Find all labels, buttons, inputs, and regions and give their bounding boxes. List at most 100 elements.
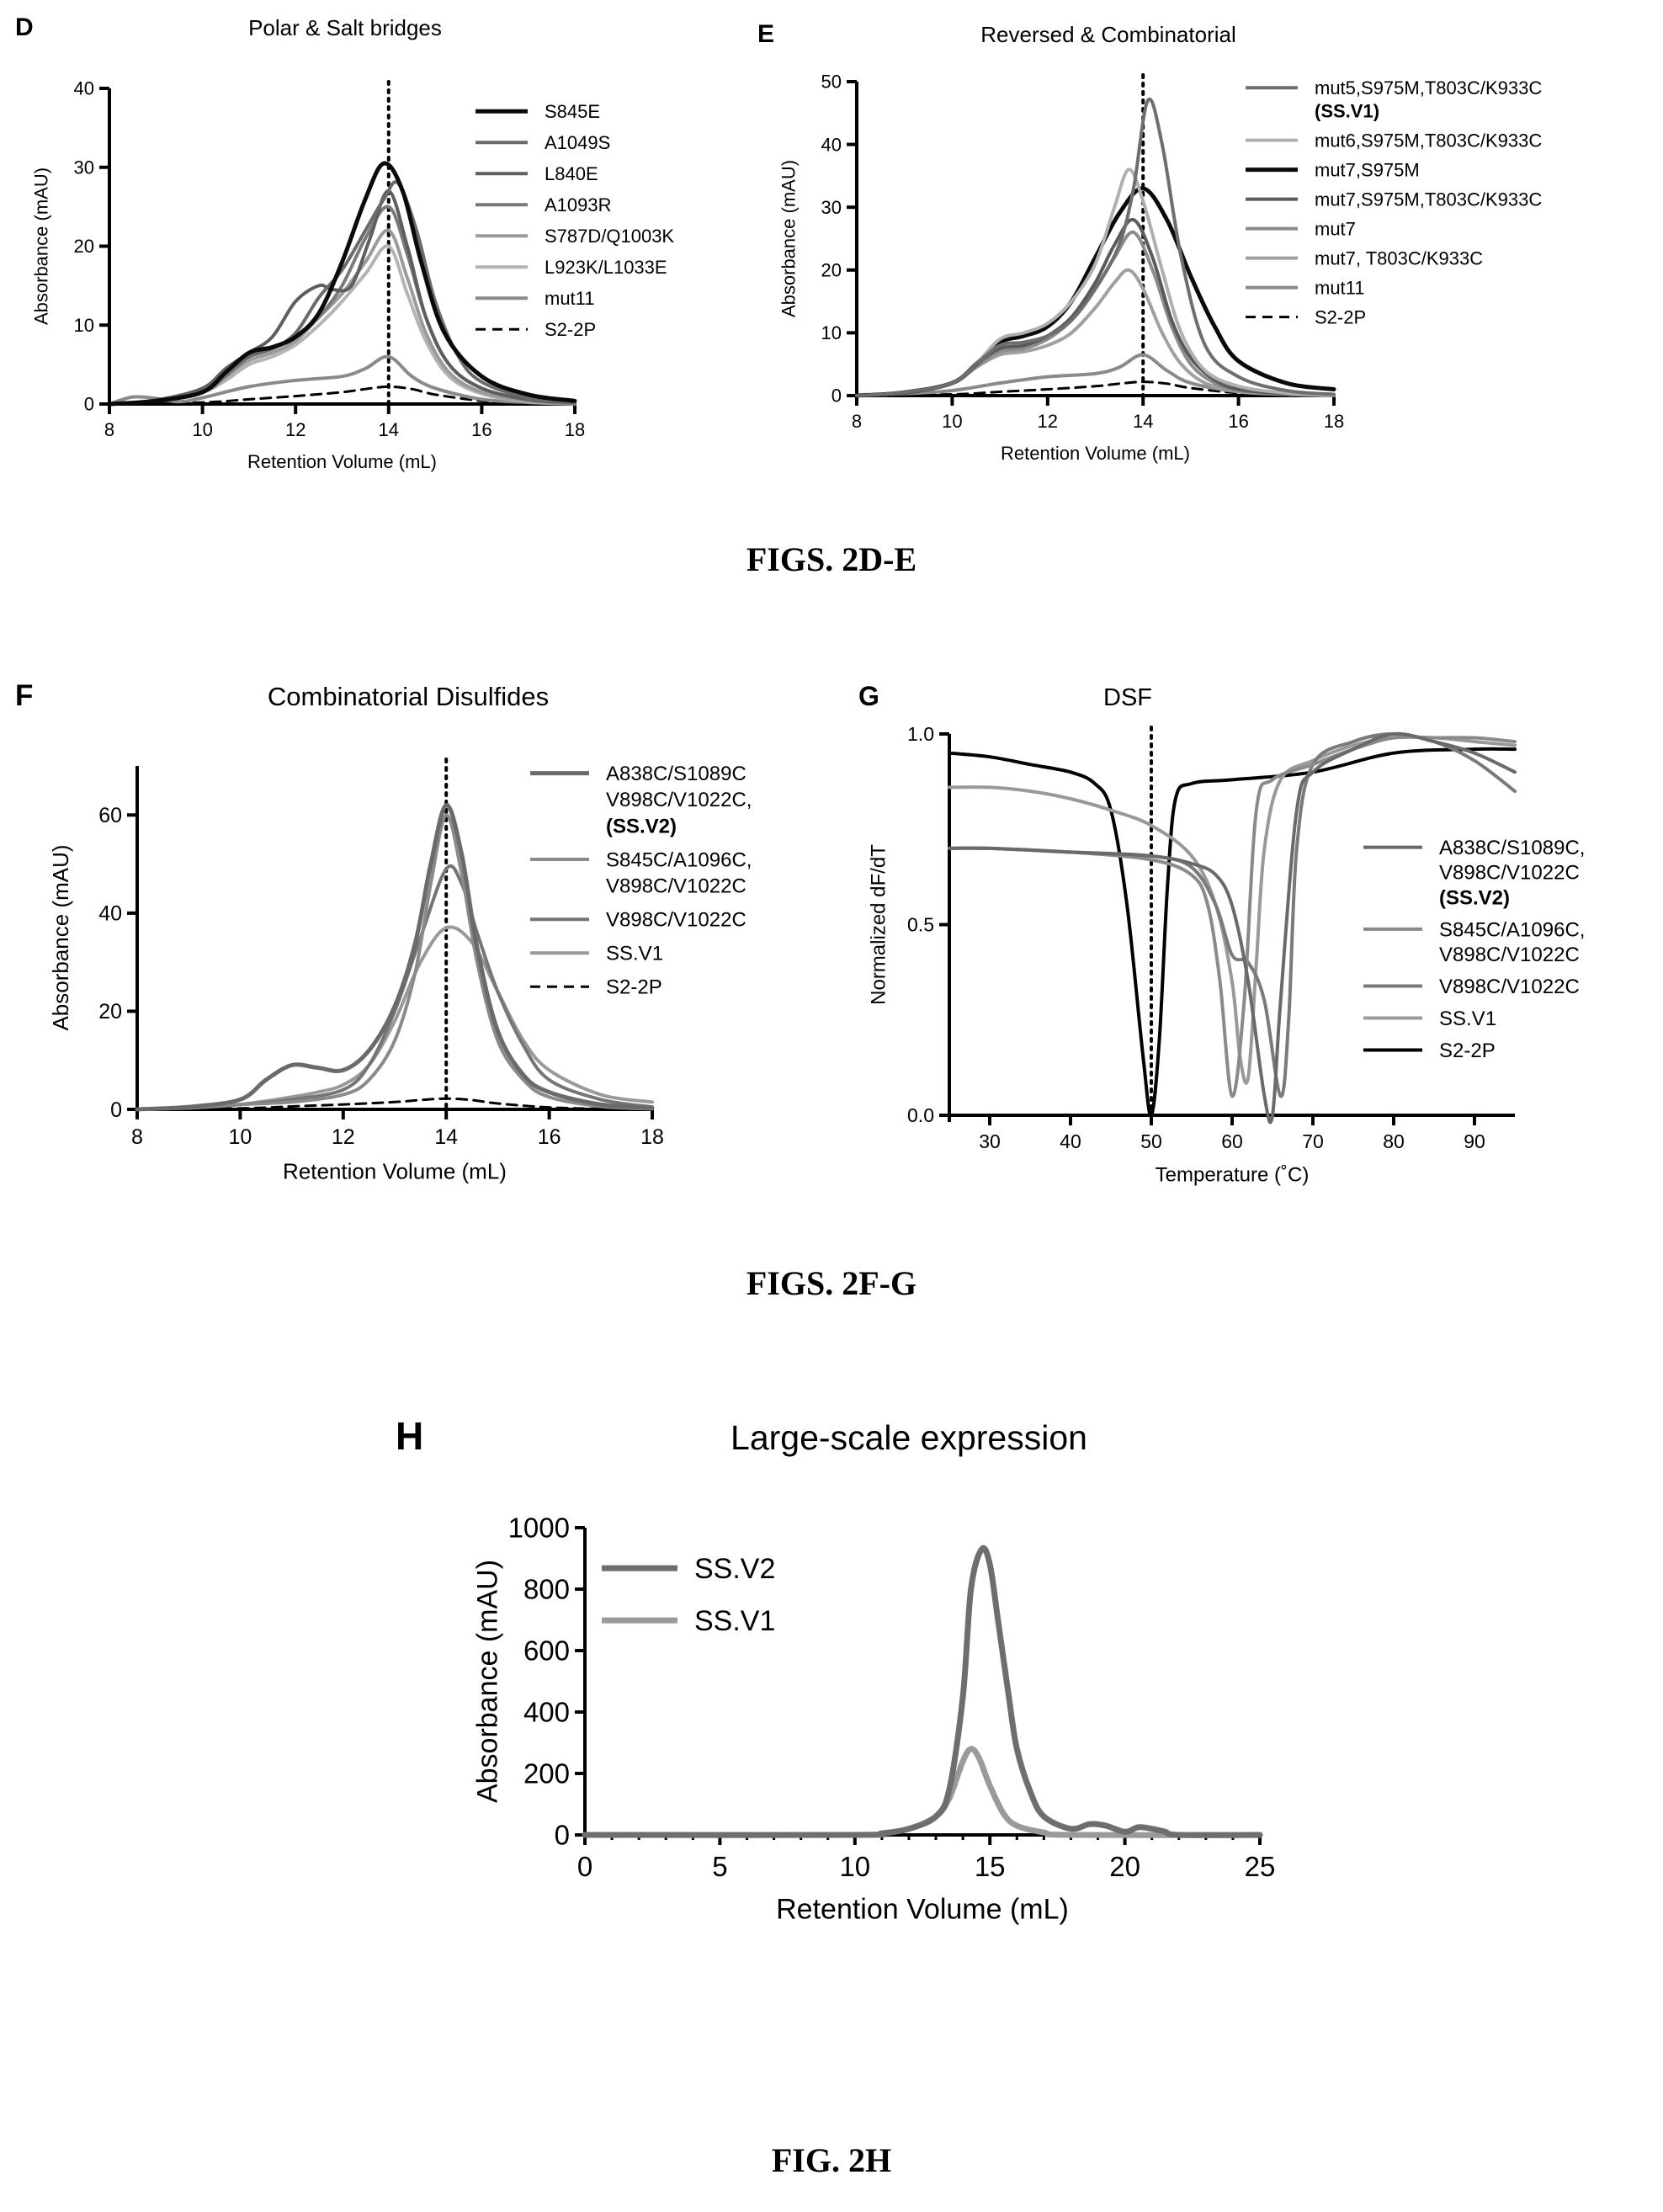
series-line-1 [948, 735, 1517, 1098]
legend-label: S845C/A1096C, [606, 848, 752, 871]
legend-label: L923K/L1033E [545, 257, 667, 278]
y-tick-label: 200 [523, 1758, 570, 1789]
y-axis-label: Absorbance (mAU) [778, 160, 799, 317]
panel-g-chart: G DSF 30 40 50 60 70 80 90 0.0 0.5 1.0 Temperature (… [858, 681, 1585, 1186]
legend-label: SS.V1 [606, 943, 663, 965]
legend-label: mut7, T803C/K933C [1315, 247, 1483, 269]
x-tick-label: 18 [1324, 411, 1344, 432]
legend-label: S845E [545, 101, 600, 122]
x-tick-label: 14 [434, 1125, 458, 1149]
y-tick-label: 40 [74, 78, 94, 99]
chart-title: Combinatorial Disulfides [268, 682, 549, 711]
series-line-0 [135, 803, 655, 1112]
y-tick-label: 0.5 [907, 914, 934, 936]
x-tick-label: 80 [1383, 1130, 1405, 1152]
x-tick-label: 60 [1221, 1130, 1243, 1152]
y-tick-label: 0.0 [907, 1104, 934, 1126]
x-tick-label: 12 [332, 1125, 355, 1149]
caption-fig-2h: FIG. 2H [772, 2141, 891, 2179]
x-tick-label: 8 [852, 411, 862, 432]
series-line-7 [855, 380, 1336, 397]
legend-label: A1093R [545, 194, 612, 215]
legend-label: V898C/V1022C [606, 909, 746, 932]
y-tick-label: 0 [84, 394, 94, 415]
series-line-0 [948, 731, 1517, 1125]
panel-f-chart: F Combinatorial Disulfides 8 10 12 14 16 18 0 20 4… [15, 679, 752, 1184]
series-line-0 [855, 97, 1336, 397]
legend-label-extra: V898C/V1022C [1439, 862, 1580, 885]
x-tick-label: 16 [538, 1125, 561, 1149]
series-line-1 [135, 813, 654, 1111]
chart-title: DSF [1103, 684, 1152, 711]
legend-label: S2-2P [545, 319, 596, 340]
x-tick-label: 18 [565, 419, 585, 440]
legend-label: mut11 [545, 288, 595, 309]
y-axis-label: Normalized dF/dT [868, 844, 890, 1005]
y-tick-label: 10 [821, 322, 842, 343]
series-line-0 [107, 161, 577, 407]
panel-letter: G [858, 681, 879, 711]
x-tick-label: 30 [979, 1130, 1001, 1152]
caption-figs-2d-e: FIGS. 2D-E [746, 540, 917, 578]
x-tick-label: 18 [640, 1125, 664, 1149]
x-axis-label: Retention Volume (mL) [1001, 443, 1190, 464]
series-line-5 [108, 244, 576, 406]
legend-label: S2-2P [1439, 1040, 1496, 1062]
x-tick-label: 90 [1464, 1130, 1485, 1152]
y-tick-label: 20 [98, 1000, 122, 1024]
y-tick-label: 600 [523, 1635, 570, 1667]
legend-label-extra: V898C/V1022C, [606, 789, 752, 811]
y-axis-label: Absorbance (mAU) [30, 167, 51, 325]
x-tick-label: 25 [1245, 1851, 1276, 1882]
series-line-4 [948, 747, 1517, 1118]
legend-label-extra2: (SS.V2) [606, 815, 677, 837]
x-tick-label: 14 [379, 419, 399, 440]
caption-figs-2f-g: FIGS. 2F-G [746, 1264, 917, 1302]
y-tick-label: 0 [832, 386, 842, 407]
y-tick-label: 10 [74, 315, 94, 336]
legend-label: A838C/S1089C [606, 763, 746, 785]
panel-letter: F [15, 679, 33, 712]
y-tick-label: 40 [98, 902, 122, 926]
legend-label: S845C/A1096C, [1439, 918, 1585, 941]
x-tick-label: 10 [839, 1851, 870, 1882]
x-axis-label: Retention Volume (mL) [283, 1159, 507, 1184]
x-axis-label: Retention Volume (mL) [247, 451, 437, 472]
panel-letter: D [15, 13, 34, 41]
chart-title: Reversed & Combinatorial [980, 22, 1235, 47]
y-tick-label: 60 [98, 804, 122, 827]
y-tick-label: 0 [555, 1820, 570, 1851]
y-tick-label: 1000 [508, 1513, 570, 1544]
legend-label: V898C/V1022C [1439, 976, 1580, 998]
chart-title: Polar & Salt bridges [248, 15, 442, 40]
y-tick-label: 400 [523, 1697, 570, 1728]
legend-label: mut6,S975M,T803C/K933C [1315, 130, 1542, 151]
x-tick-label: 5 [712, 1851, 727, 1882]
x-tick-label: 15 [975, 1851, 1006, 1882]
legend-label: mut7 [1315, 218, 1356, 239]
legend-label: mut7,S975M,T803C/K933C [1315, 189, 1542, 210]
series-line-2 [948, 732, 1517, 1098]
legend-label: SS.V1 [1439, 1008, 1496, 1030]
legend-label-extra: V898C/V1022C [1439, 944, 1580, 966]
series-line-2 [108, 189, 576, 406]
y-tick-label: 30 [821, 197, 842, 218]
legend-label: S2-2P [606, 976, 662, 999]
y-tick-label: 20 [74, 236, 94, 257]
legend-label: SS.V1 [694, 1605, 775, 1637]
x-tick-label: 10 [192, 419, 212, 440]
y-axis-label: Absorbance (mAU) [472, 1560, 504, 1803]
legend-label: SS.V2 [694, 1553, 775, 1585]
y-tick-label: 1.0 [907, 723, 934, 745]
panel-e-chart: E Reversed & Combinatorial 8 10 12 14 16 18 0 10 2… [757, 20, 1542, 464]
x-tick-label: 12 [285, 419, 306, 440]
series-line-4 [135, 1097, 654, 1111]
x-axis-label: Retention Volume (mL) [776, 1893, 1069, 1925]
panel-letter: H [396, 1414, 423, 1458]
y-tick-label: 800 [523, 1574, 570, 1605]
x-tick-label: 16 [471, 419, 491, 440]
legend-label: S2-2P [1315, 306, 1366, 327]
x-axis-label: Temperature (˚C) [1156, 1163, 1310, 1186]
x-tick-label: 40 [1060, 1130, 1081, 1152]
